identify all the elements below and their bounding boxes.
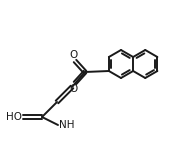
Text: O: O — [69, 50, 77, 60]
Text: O: O — [69, 84, 77, 94]
Text: NH: NH — [59, 120, 74, 130]
Text: HO: HO — [6, 112, 22, 122]
